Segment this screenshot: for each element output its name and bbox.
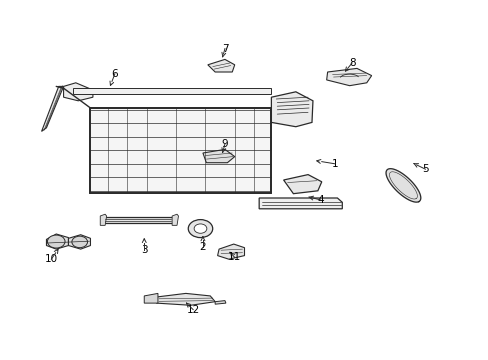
Polygon shape [46,234,68,249]
Polygon shape [63,83,93,101]
Circle shape [188,220,212,238]
Text: 11: 11 [227,252,241,262]
Polygon shape [203,149,234,163]
Text: 7: 7 [221,44,228,54]
Circle shape [47,235,65,248]
Polygon shape [271,92,312,127]
Polygon shape [217,244,244,259]
Text: 5: 5 [421,164,428,174]
Polygon shape [172,214,178,225]
Polygon shape [144,293,158,303]
Polygon shape [207,59,234,72]
Polygon shape [41,86,63,131]
Polygon shape [283,175,321,194]
Polygon shape [102,217,173,223]
Polygon shape [215,301,225,304]
Text: 2: 2 [199,242,206,252]
Text: 1: 1 [331,159,338,169]
Text: 9: 9 [221,139,228,149]
Text: 10: 10 [45,254,58,264]
Polygon shape [259,198,342,209]
Text: 6: 6 [111,69,118,79]
Circle shape [194,224,206,233]
Text: 4: 4 [316,195,323,205]
Polygon shape [326,68,371,86]
Polygon shape [68,235,90,249]
Polygon shape [73,88,271,94]
Circle shape [72,236,87,248]
Text: 12: 12 [186,305,200,315]
Polygon shape [100,214,106,225]
Polygon shape [385,169,420,202]
Text: 3: 3 [141,245,147,255]
Polygon shape [90,108,271,193]
Text: 8: 8 [348,58,355,68]
Polygon shape [156,293,215,305]
